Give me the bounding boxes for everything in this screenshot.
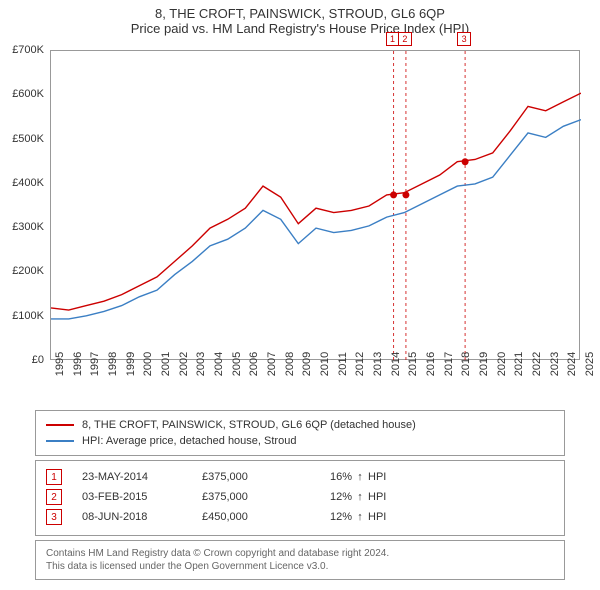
legend-item: 8, THE CROFT, PAINSWICK, STROUD, GL6 6QP… [46,417,554,433]
chart-container: 8, THE CROFT, PAINSWICK, STROUD, GL6 6QP… [0,0,600,590]
x-tick-label: 2003 [195,352,207,376]
event-price: £375,000 [202,491,302,503]
event-pct: 12% [302,491,352,503]
x-tick-label: 2009 [301,352,313,376]
event-pct: 12% [302,511,352,523]
event-marker-badge: 2 [398,32,412,46]
x-tick-label: 2012 [354,352,366,376]
x-tick-label: 2006 [248,352,260,376]
event-row: 2 03-FEB-2015£375,00012%↑HPI [46,487,554,507]
x-tick-label: 2023 [549,352,561,376]
event-row: 3 08-JUN-2018£450,00012%↑HPI [46,507,554,527]
x-tick-label: 2000 [142,352,154,376]
x-tick-label: 2004 [213,352,225,376]
chart-title: 8, THE CROFT, PAINSWICK, STROUD, GL6 6QP [0,0,600,21]
event-suffix: HPI [368,491,386,503]
license-line: Contains HM Land Registry data © Crown c… [46,547,554,560]
event-price: £375,000 [202,471,302,483]
x-tick-label: 1999 [125,352,137,376]
x-tick-label: 1995 [54,352,66,376]
legend-swatch [46,424,74,426]
x-tick-label: 2015 [407,352,419,376]
event-badge: 3 [46,509,62,525]
x-tick-label: 2024 [566,352,578,376]
y-tick-label: £700K [12,44,44,56]
legend-label: 8, THE CROFT, PAINSWICK, STROUD, GL6 6QP… [82,419,416,431]
event-date: 03-FEB-2015 [82,491,202,503]
event-date: 23-MAY-2014 [82,471,202,483]
arrow-up-icon: ↑ [352,471,368,483]
x-tick-label: 1998 [107,352,119,376]
legend-item: HPI: Average price, detached house, Stro… [46,433,554,449]
x-tick-label: 2002 [178,352,190,376]
arrow-up-icon: ↑ [352,511,368,523]
event-suffix: HPI [368,471,386,483]
legend-label: HPI: Average price, detached house, Stro… [82,435,296,447]
plot-svg [51,51,581,361]
y-tick-label: £300K [12,221,44,233]
license-line: This data is licensed under the Open Gov… [46,560,554,573]
x-tick-label: 2007 [266,352,278,376]
x-tick-label: 2025 [584,352,596,376]
license-box: Contains HM Land Registry data © Crown c… [35,540,565,580]
events-table: 123-MAY-2014£375,00016%↑HPI203-FEB-2015£… [35,460,565,536]
event-marker-badge: 3 [457,32,471,46]
x-tick-label: 2021 [513,352,525,376]
legend-box: 8, THE CROFT, PAINSWICK, STROUD, GL6 6QP… [35,410,565,456]
y-tick-label: £600K [12,88,44,100]
x-tick-label: 2008 [284,352,296,376]
event-badge: 1 [46,469,62,485]
x-tick-label: 1997 [89,352,101,376]
event-price: £450,000 [202,511,302,523]
event-date: 08-JUN-2018 [82,511,202,523]
event-row: 1 23-MAY-2014£375,00016%↑HPI [46,467,554,487]
x-tick-label: 2019 [478,352,490,376]
event-badge: 2 [46,489,62,505]
x-tick-label: 2011 [337,352,349,376]
x-tick-label: 2020 [496,352,508,376]
x-tick-label: 2005 [231,352,243,376]
x-tick-label: 2016 [425,352,437,376]
arrow-up-icon: ↑ [352,491,368,503]
y-tick-label: £200K [12,265,44,277]
legend-swatch [46,440,74,442]
x-tick-label: 2022 [531,352,543,376]
y-tick-label: £400K [12,177,44,189]
x-tick-label: 2013 [372,352,384,376]
event-pct: 16% [302,471,352,483]
y-tick-label: £100K [12,310,44,322]
chart-subtitle: Price paid vs. HM Land Registry's House … [0,21,600,42]
x-tick-label: 2001 [160,352,172,376]
x-tick-label: 2010 [319,352,331,376]
y-tick-label: £0 [32,354,44,366]
event-suffix: HPI [368,511,386,523]
x-tick-label: 2014 [390,352,402,376]
plot-area [50,50,580,360]
x-tick-label: 2017 [443,352,455,376]
y-tick-label: £500K [12,133,44,145]
x-tick-label: 1996 [72,352,84,376]
x-tick-label: 2018 [460,352,472,376]
